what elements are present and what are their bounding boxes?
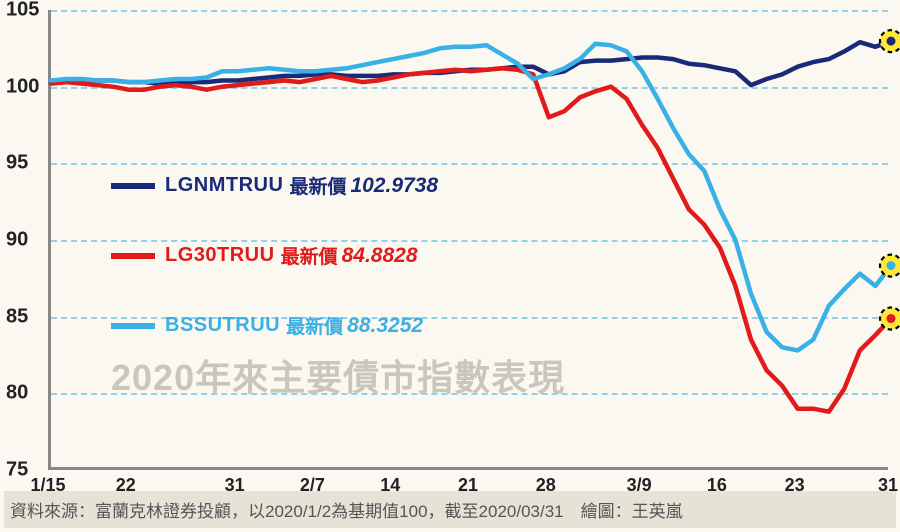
y-axis-label: 80 (6, 382, 28, 405)
legend-ticker: LGNMTRUU (165, 174, 283, 197)
bond-index-chart: 75 80 85 90 95 100 105 LGNMTRUU 最新價 102.9738 L… (0, 0, 900, 532)
legend-zh: 最新價 (286, 312, 343, 339)
legend-value: 88.3252 (347, 314, 423, 338)
legend-value: 102.9738 (350, 174, 438, 198)
y-axis-label: 100 (6, 75, 39, 98)
y-axis-label: 105 (6, 0, 39, 22)
legend-swatch (111, 253, 155, 259)
legend-ticker: LG30TRUU (165, 244, 275, 267)
y-axis-label: 75 (6, 459, 28, 482)
end-marker-bssutruu (880, 255, 900, 277)
y-axis-label: 95 (6, 152, 28, 175)
legend-value: 84.8828 (342, 244, 418, 268)
series-line-lg30truu (51, 68, 891, 411)
end-marker-lgnmtruu (880, 30, 900, 52)
y-axis-label: 85 (6, 305, 28, 328)
legend-swatch (111, 323, 155, 329)
legend-bssutruu: BSSUTRUU 最新價 88.3252 (111, 312, 423, 339)
legend-ticker: BSSUTRUU (165, 314, 280, 337)
end-marker-lg30truu (880, 308, 900, 330)
legend-zh: 最新價 (281, 242, 338, 269)
legend-zh: 最新價 (289, 172, 346, 199)
legend-lg30truu: LG30TRUU 最新價 84.8828 (111, 242, 418, 269)
plot-area: LGNMTRUU 最新價 102.9738 LG30TRUU 最新價 84.88… (48, 10, 888, 470)
y-axis-label: 90 (6, 229, 28, 252)
source-caption: 資料來源：富蘭克林證券投顧，以2020/1/2為基期值100，截至2020/03… (4, 491, 896, 528)
plot-svg (51, 10, 891, 470)
legend-lgnmtruu: LGNMTRUU 最新價 102.9738 (111, 172, 438, 199)
legend-swatch (111, 183, 155, 189)
